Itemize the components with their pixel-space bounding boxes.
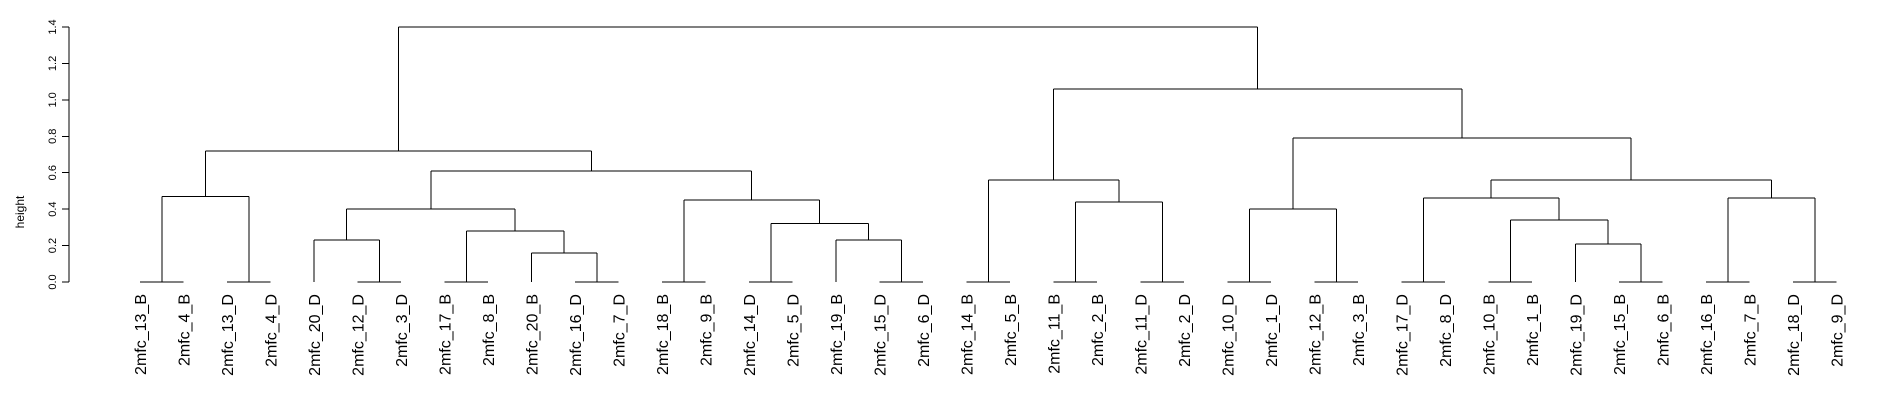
leaf-label: 2mfc_1_B xyxy=(1525,294,1542,366)
leaf-label: 2mfc_3_B xyxy=(1351,294,1368,366)
leaf-label: 2mfc_9_D xyxy=(1830,294,1847,367)
leaf-label: 2mfc_17_D xyxy=(1395,294,1412,376)
leaf-label: 2mfc_14_D xyxy=(742,294,759,376)
leaf-label: 2mfc_7_B xyxy=(1743,294,1760,366)
y-axis: 0.0 0.2 0.4 0.6 0.8 1.0 1.2 1.4 xyxy=(47,19,70,290)
leaf-label: 2mfc_2_B xyxy=(1090,294,1107,366)
leaf-label: 2mfc_6_B xyxy=(1656,294,1673,366)
y-axis-label: height xyxy=(13,195,27,228)
leaf-label: 2mfc_13_D xyxy=(220,294,237,376)
y-tick-label: 1.0 xyxy=(47,92,59,107)
y-tick-label: 0.2 xyxy=(47,238,59,253)
y-tick-label: 0.6 xyxy=(47,165,59,180)
leaf-label: 2mfc_8_D xyxy=(1438,294,1455,367)
leaf-label: 2mfc_14_B xyxy=(960,294,977,375)
dendrogram-tree xyxy=(140,26,1837,283)
leaf-label: 2mfc_12_B xyxy=(1308,294,1325,375)
leaf-label: 2mfc_18_B xyxy=(655,294,672,375)
leaf-label: 2mfc_6_D xyxy=(916,294,933,367)
leaf-labels: 2mfc_13_B 2mfc_4_B 2mfc_13_D 2mfc_4_D 2mfc_2… xyxy=(133,294,1847,376)
leaf-label: 2mfc_12_D xyxy=(351,294,368,376)
leaf-label: 2mfc_16_D xyxy=(568,294,585,376)
leaf-label: 2mfc_11_B xyxy=(1047,294,1064,374)
leaf-label: 2mfc_10_D xyxy=(1221,294,1238,376)
leaf-label: 2mfc_1_D xyxy=(1264,294,1281,367)
leaf-label: 2mfc_19_D xyxy=(1569,294,1586,376)
leaf-label: 2mfc_2_D xyxy=(1177,294,1194,367)
leaf-label: 2mfc_5_D xyxy=(786,294,803,367)
leaf-label: 2mfc_5_B xyxy=(1003,294,1020,366)
y-tick-label: 0.4 xyxy=(47,201,59,216)
leaf-label: 2mfc_18_D xyxy=(1786,294,1803,376)
y-tick-label: 0.8 xyxy=(47,129,59,144)
leaf-label: 2mfc_9_B xyxy=(699,294,716,366)
leaf-label: 2mfc_17_B xyxy=(438,294,455,375)
leaf-label: 2mfc_3_D xyxy=(394,294,411,367)
leaf-label: 2mfc_19_B xyxy=(829,294,846,375)
y-tick-label: 1.2 xyxy=(47,56,59,71)
leaf-label: 2mfc_7_D xyxy=(612,294,629,367)
leaf-label: 2mfc_11_D xyxy=(1134,294,1151,375)
leaf-label: 2mfc_15_D xyxy=(873,294,890,376)
leaf-label: 2mfc_8_B xyxy=(481,294,498,366)
leaf-label: 2mfc_20_B xyxy=(525,294,542,375)
y-tick-label: 1.4 xyxy=(47,19,59,34)
y-tick-label: 0.0 xyxy=(47,274,59,289)
leaf-label: 2mfc_4_D xyxy=(264,294,281,367)
leaf-label: 2mfc_13_B xyxy=(133,294,150,375)
leaf-label: 2mfc_16_B xyxy=(1699,294,1716,375)
leaf-label: 2mfc_10_B xyxy=(1482,294,1499,375)
leaf-label: 2mfc_15_B xyxy=(1612,294,1629,375)
leaf-label: 2mfc_20_D xyxy=(307,294,324,376)
leaf-label: 2mfc_4_B xyxy=(177,294,194,366)
